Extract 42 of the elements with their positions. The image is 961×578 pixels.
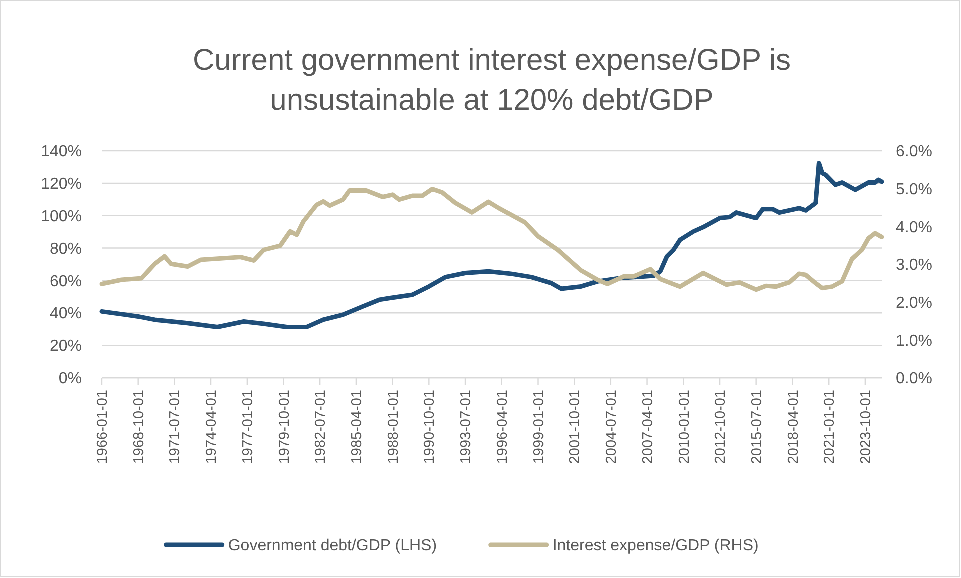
y2-tick-label: 2.0% [896, 294, 932, 312]
x-tick-label: 1974-04-01 [204, 390, 220, 464]
line-series [100, 161, 884, 330]
x-tick-label: 1977-01-01 [240, 390, 257, 464]
y-tick-label: 80% [50, 240, 82, 258]
x-tick-label: 2021-01-01 [822, 390, 838, 464]
y2-tick-label: 6.0% [896, 144, 932, 161]
x-tick-label: 2018-04-01 [786, 390, 802, 464]
chart-title: Current government interest expense/GDP is unsustainable at 120% debt/GDP [192, 44, 792, 117]
x-tick-label: 1990-10-01 [422, 390, 438, 464]
x-tick-label: 1985-04-01 [350, 390, 366, 464]
legend-label: Interest expense/GDP (RHS) [552, 538, 759, 555]
y-tick-label: 60% [50, 273, 82, 290]
y-tick-label: 100% [41, 208, 82, 226]
x-tick-label: 1999-01-01 [531, 390, 548, 464]
y2-tick-label: 5.0% [896, 181, 932, 198]
x-tick-label: 2023-10-01 [858, 390, 874, 464]
y-tick-label: 0% [58, 370, 82, 388]
x-tick-label: 1979-10-01 [276, 390, 293, 464]
x-tick-label: 1982-07-01 [313, 390, 330, 464]
x-tick-label: 1996-04-01 [494, 390, 511, 464]
x-tick-label: 1968-10-01 [131, 390, 148, 464]
y-tick-label: 140% [41, 144, 82, 161]
y-tick-label: 20% [50, 338, 82, 356]
x-tick-label: 1988-01-01 [386, 390, 402, 464]
line-series [100, 186, 884, 292]
x-tick-label: 2012-10-01 [713, 390, 730, 464]
y2-tick-label: 1.0% [896, 332, 932, 350]
x-tick-label: 1971-07-01 [168, 390, 184, 464]
y2-tick-label: 0.0% [896, 370, 932, 388]
x-tick-label: 2007-04-01 [640, 390, 656, 464]
x-tick-label: 1993-07-01 [458, 390, 475, 464]
y-tick-label: 40% [50, 306, 82, 323]
x-tick-label: 2015-07-01 [749, 390, 766, 464]
x-tick-label: 2004-07-01 [604, 390, 620, 464]
x-tick-label: 2010-01-01 [676, 390, 693, 464]
y2-tick-label: 3.0% [896, 257, 932, 274]
legend-label: Government debt/GDP (LHS) [228, 538, 438, 555]
x-tick-label: 2001-10-01 [568, 390, 584, 464]
y2-tick-label: 4.0% [896, 219, 932, 236]
y-tick-label: 120% [41, 176, 82, 194]
x-tick-label: 1966-01-01 [95, 390, 112, 464]
